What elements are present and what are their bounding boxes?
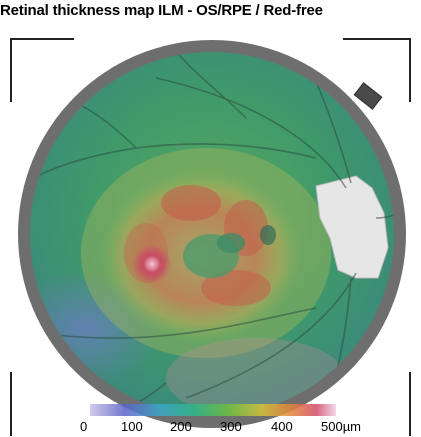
thickness-hotspot — [132, 244, 172, 284]
frame-top-left-vertical — [10, 38, 12, 102]
scale-tick-500: 500µm — [321, 419, 362, 434]
scale-tick-400: 400 — [271, 419, 293, 434]
frame-top-left-horizontal — [10, 38, 74, 40]
frame-bottom-right-vertical — [409, 372, 411, 436]
fundus-svg — [18, 40, 406, 428]
scale-tick-100: 100 — [121, 419, 143, 434]
map-title: Retinal thickness map ILM - OS/RPE / Red… — [0, 2, 323, 19]
thickness-color-scale — [90, 404, 336, 416]
scale-tick-0: 0 — [80, 419, 88, 434]
fundus-image — [16, 38, 408, 430]
frame-top-right-horizontal — [343, 38, 411, 40]
frame-top-right-vertical — [409, 38, 411, 102]
frame-bottom-left-vertical — [10, 372, 12, 436]
scale-tick-300: 300 — [220, 419, 242, 434]
scale-tick-200: 200 — [170, 419, 192, 434]
